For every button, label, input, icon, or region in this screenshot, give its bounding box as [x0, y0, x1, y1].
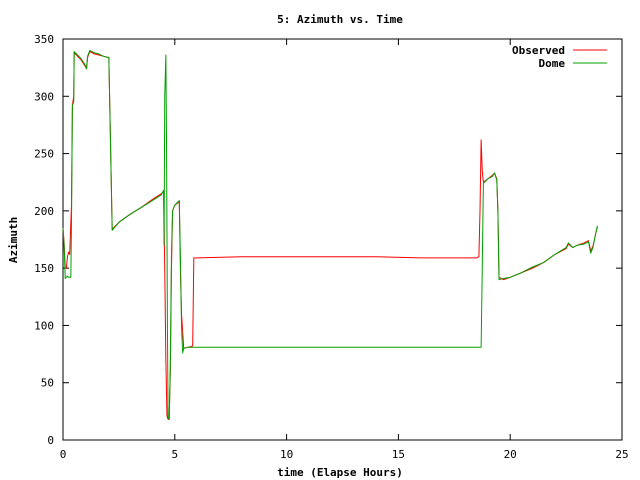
y-tick-label: 250 — [34, 148, 54, 161]
x-axis-ticks: 0 5 10 15 20 25 — [60, 39, 629, 461]
x-tick-label: 0 — [60, 448, 67, 461]
x-axis-label: time (Elapse Hours) — [277, 466, 403, 479]
x-tick-label: 25 — [615, 448, 628, 461]
y-tick-label: 150 — [34, 262, 54, 275]
legend-label-dome: Dome — [539, 57, 566, 70]
y-tick-label: 200 — [34, 205, 54, 218]
plot-border — [62, 38, 623, 441]
y-axis-ticks: 0 50 100 150 200 250 300 350 — [34, 33, 622, 447]
y-tick-label: 300 — [34, 90, 54, 103]
y-axis-label: Azimuth — [7, 217, 20, 263]
x-tick-label: 5 — [171, 448, 178, 461]
y-tick-label: 350 — [34, 33, 54, 46]
series-layer — [62, 49, 598, 420]
y-tick-label: 50 — [41, 377, 54, 390]
chart-title: 5: Azimuth vs. Time — [277, 13, 403, 26]
x-tick-label: 20 — [504, 448, 517, 461]
y-tick-label: 100 — [34, 319, 54, 332]
series-line-dome — [62, 49, 598, 420]
plot-frame — [62, 38, 623, 441]
x-tick-label: 15 — [392, 448, 405, 461]
x-tick-label: 10 — [280, 448, 293, 461]
y-tick-label: 0 — [47, 434, 54, 447]
legend-label-observed: Observed — [512, 44, 565, 57]
